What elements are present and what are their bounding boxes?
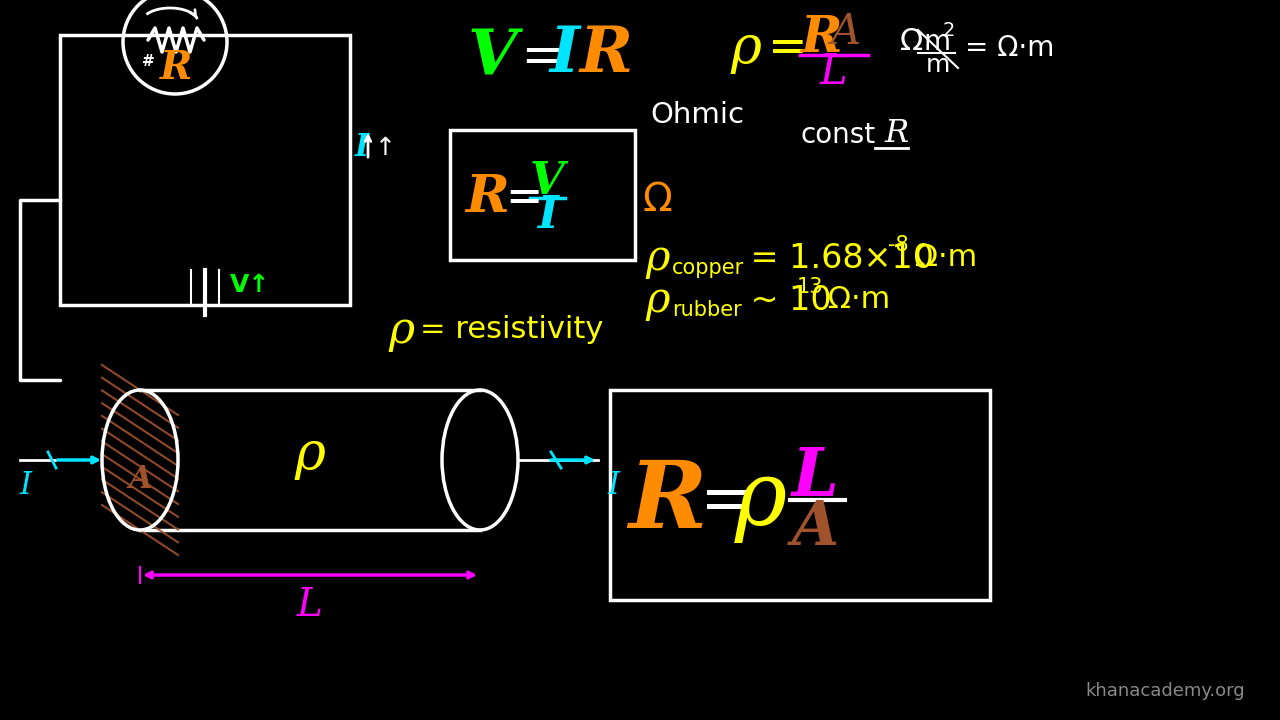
Text: R: R (876, 117, 909, 148)
Text: L: L (791, 444, 838, 510)
Text: =: = (700, 469, 755, 535)
Text: ρ: ρ (388, 308, 415, 351)
Text: ρ: ρ (645, 279, 669, 321)
Text: Ω·m: Ω·m (818, 286, 891, 315)
Text: ρ: ρ (294, 430, 325, 480)
Text: I: I (536, 194, 557, 236)
Text: R: R (628, 457, 707, 547)
Text: ~ 10: ~ 10 (740, 284, 832, 317)
Text: A: A (128, 464, 152, 495)
Text: I: I (355, 132, 369, 163)
Text: =: = (506, 176, 543, 220)
Text: -8: -8 (888, 235, 909, 255)
Text: R: R (465, 173, 509, 223)
Text: ρ: ρ (730, 22, 762, 73)
Text: L: L (297, 587, 323, 624)
Text: I: I (19, 469, 31, 500)
Text: = Ω·m: = Ω·m (965, 34, 1055, 62)
Text: Ω: Ω (643, 181, 673, 219)
Bar (451, 130, 635, 260)
Text: =: = (520, 31, 567, 86)
Text: I: I (550, 24, 580, 86)
Text: ↑: ↑ (375, 136, 396, 160)
Text: R: R (800, 14, 841, 63)
Text: 13: 13 (797, 277, 823, 297)
Text: 2: 2 (943, 20, 955, 40)
Text: copper: copper (672, 258, 744, 278)
Text: khanacademy.org: khanacademy.org (1085, 682, 1245, 700)
Text: m: m (925, 53, 950, 77)
Text: ρ: ρ (645, 237, 669, 279)
Text: V↑: V↑ (230, 273, 270, 297)
Text: const: const (800, 121, 876, 149)
Text: Ohmic: Ohmic (650, 101, 744, 129)
Text: R: R (160, 49, 192, 87)
Text: =: = (768, 25, 808, 71)
Bar (611, 390, 989, 600)
Text: R: R (580, 24, 634, 86)
Text: m: m (923, 28, 950, 56)
Text: I: I (607, 469, 620, 500)
Text: A: A (791, 498, 838, 558)
Text: V: V (530, 161, 564, 204)
Text: V: V (468, 27, 517, 89)
Text: ρ: ρ (735, 456, 787, 544)
Bar (60, 35, 349, 305)
Text: #: # (142, 55, 155, 70)
Text: Ω·m: Ω·m (905, 243, 977, 272)
Text: rubber: rubber (672, 300, 741, 320)
Text: A: A (829, 11, 860, 53)
Text: L: L (820, 51, 847, 93)
Text: Ω: Ω (900, 27, 923, 56)
Text: = resistivity: = resistivity (420, 315, 603, 344)
Text: = 1.68×10: = 1.68×10 (740, 241, 934, 274)
